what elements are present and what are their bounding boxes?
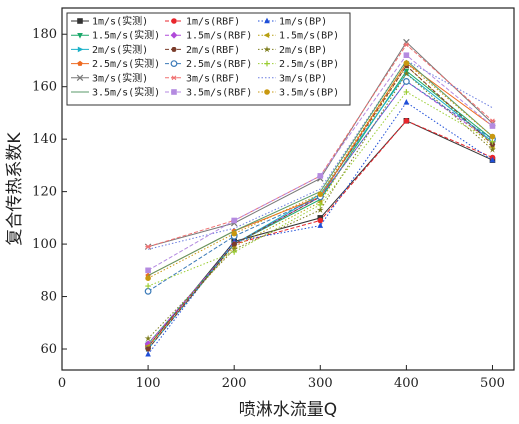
legend-label: 3.5m/s(实测) [92, 86, 160, 99]
data-point [231, 231, 237, 237]
legend-label: 2.5m/s(实测) [92, 57, 160, 70]
data-point [145, 289, 151, 295]
data-point [317, 222, 323, 228]
data-point [490, 119, 496, 123]
data-point [145, 275, 151, 281]
y-axis-title: 复合传热系数K [5, 132, 25, 246]
x-tick-label: 400 [394, 376, 419, 391]
series-line [148, 81, 492, 343]
legend-marker [171, 89, 177, 95]
legend-label: 3m/s(RBF) [186, 73, 240, 84]
series-line [148, 81, 492, 291]
legend-label: 2m/s(BP) [279, 45, 327, 56]
x-tick-label: 200 [222, 376, 247, 391]
legend-label: 2.5m/s(RBF) [186, 59, 252, 70]
legend-marker [264, 89, 270, 95]
data-point [490, 123, 496, 129]
legend: 1m/s(实测) 1m/s(RBF) 1m/s(BP) 1.5m/s(实测) 1.5m/… [67, 13, 350, 105]
series-line [148, 74, 492, 349]
legend-marker [171, 61, 177, 67]
data-point [404, 60, 410, 66]
data-point [404, 99, 410, 105]
x-tick-label: 0 [58, 376, 66, 391]
y-tick-label: 80 [40, 290, 57, 305]
data-point [317, 173, 323, 179]
y-tick-label: 120 [32, 185, 57, 200]
data-point [231, 249, 237, 255]
data-point [404, 43, 410, 47]
data-point [404, 118, 410, 124]
data-point [145, 245, 151, 249]
x-tick-label: 500 [480, 376, 505, 391]
data-point [490, 134, 496, 140]
data-point [404, 52, 410, 58]
series-line [148, 102, 492, 354]
series-4 [145, 78, 496, 347]
y-tick-label: 180 [32, 27, 57, 42]
legend-label: 3.5m/s(BP) [279, 88, 339, 99]
legend-label: 1.5m/s(BP) [279, 31, 339, 42]
x-tick-label: 100 [136, 376, 161, 391]
legend-label: 1.5m/s(RBF) [186, 31, 252, 42]
data-point [317, 191, 323, 197]
data-point [145, 283, 151, 289]
legend-label: 1m/s(RBF) [186, 17, 240, 28]
legend-label: 1m/s(实测) [92, 15, 148, 28]
legend-label: 2m/s(实测) [92, 43, 148, 56]
y-tick-label: 140 [32, 132, 57, 147]
legend-label: 1.5m/s(实测) [92, 29, 160, 42]
series-line [148, 121, 492, 347]
x-axis-title: 喷淋水流量Q [239, 400, 337, 420]
legend-label: 2m/s(RBF) [186, 45, 240, 56]
data-point [404, 79, 410, 85]
y-tick-label: 60 [40, 342, 57, 357]
legend-marker [171, 18, 177, 24]
y-tick-label: 160 [32, 80, 57, 95]
legend-label: 2.5m/s(BP) [279, 59, 339, 70]
series-line [148, 121, 492, 347]
data-point [145, 351, 151, 357]
series-10 [145, 79, 495, 294]
legend-label: 1m/s(BP) [279, 17, 327, 28]
legend-label: 3m/s(实测) [92, 71, 148, 84]
legend-label: 3m/s(BP) [279, 73, 327, 84]
legend-label: 3.5m/s(RBF) [186, 88, 252, 99]
data-point [145, 268, 151, 274]
x-tick-label: 300 [308, 376, 333, 391]
legend-marker [77, 18, 83, 24]
data-point [231, 218, 237, 224]
y-tick-label: 100 [32, 237, 57, 252]
